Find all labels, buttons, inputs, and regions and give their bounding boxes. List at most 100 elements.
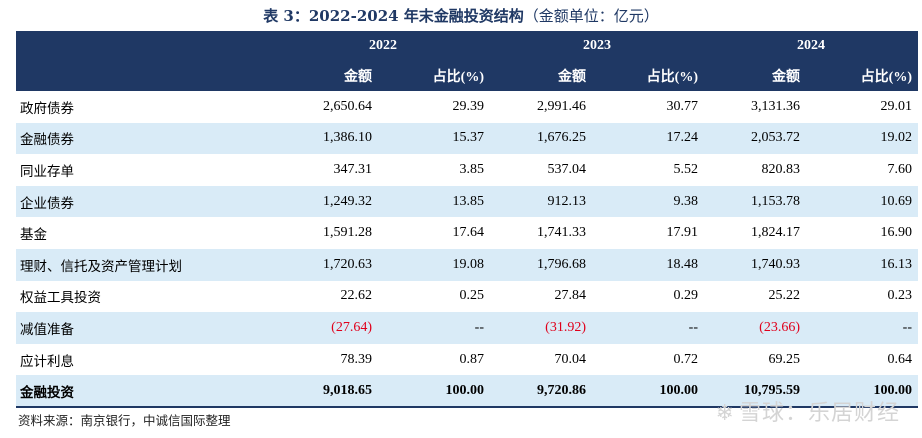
cell-ratio: 0.87 [459,351,485,367]
cell-ratio: -- [902,319,912,335]
cell-ratio: 0.64 [887,351,913,367]
cell-ratio: 0.29 [673,288,699,304]
cell-amount: 2,053.72 [751,130,800,146]
cell-amount: 1,249.32 [323,193,372,209]
header-blank [16,61,276,91]
table-title-main: 表 3：2022-2024 年末金融投资结构 [263,7,524,25]
cell-ratio: 0.72 [673,351,699,367]
header-year-row: 2022 2023 2024 [16,31,918,61]
cell-amount: 22.62 [340,288,373,304]
table-body: 政府债券 2,650.64 29.39 2,991.46 30.77 3,131… [16,91,918,407]
cell-amount: 347.31 [333,161,373,177]
row-label: 金融债券 [20,132,74,149]
cell-ratio: 100.00 [659,382,699,398]
cell-ratio: 100.00 [873,382,913,398]
cell-ratio: 13.85 [452,193,485,209]
cell-ratio: 17.91 [666,225,699,241]
cell-amount: 1,720.63 [323,256,372,272]
header-amount: 金额 [558,70,586,85]
table-title-unit: （金额单位：亿元） [523,7,659,25]
header-ratio: 占比(%) [646,70,698,85]
source-note: 资料来源：南京银行，中诚信国际整理 [18,413,231,428]
cell-ratio: 29.39 [452,98,485,114]
cell-amount-negative: (23.66) [759,319,800,335]
cell-amount: 70.04 [554,351,587,367]
cell-ratio: 3.85 [459,161,485,177]
header-ratio: 占比(%) [432,70,484,85]
cell-ratio: 17.24 [666,130,699,146]
cell-ratio: 30.77 [666,98,699,114]
cell-ratio: 7.60 [887,161,913,177]
cell-ratio: 0.23 [887,288,913,304]
header-amount: 金额 [772,70,800,85]
cell-ratio: 100.00 [445,382,485,398]
cell-ratio: 16.90 [880,225,913,241]
table-title: 表 3：2022-2024 年末金融投资结构（金额单位：亿元） [0,4,922,28]
row-label: 同业存单 [20,163,74,180]
cell-amount: 820.83 [761,161,801,177]
cell-ratio: -- [474,319,484,335]
header-year-2022: 2022 [369,38,397,53]
header-year-2024: 2024 [797,38,825,53]
row-label: 基金 [20,227,47,244]
header-amount: 金额 [344,70,372,85]
table-row: 应计利息 78.39 0.87 70.04 0.72 69.25 0.64 [16,344,918,376]
cell-amount-negative: (31.92) [545,319,586,335]
watermark-text: 雪球：乐居财经 [738,401,900,426]
header-blank [16,31,276,61]
cell-ratio: 19.08 [452,256,485,272]
row-label: 应计利息 [20,353,74,370]
cell-amount: 1,153.78 [751,193,800,209]
cell-amount-negative: (27.64) [331,319,372,335]
table-header: 2022 2023 2024 金额 占比(%) 金额 占比(%) 金额 占比(%… [16,31,918,91]
table-row: 权益工具投资 22.62 0.25 27.84 0.29 25.22 0.23 [16,281,918,313]
cell-ratio: 18.48 [666,256,699,272]
cell-amount: 9,720.86 [537,382,586,398]
cell-ratio: 5.52 [673,161,699,177]
cell-amount: 78.39 [340,351,373,367]
cell-amount: 1,741.33 [537,225,586,241]
header-column-row: 金额 占比(%) 金额 占比(%) 金额 占比(%) [16,61,918,91]
cell-amount: 1,386.10 [323,130,372,146]
row-label: 政府债券 [20,100,74,117]
cell-ratio: 10.69 [880,193,913,209]
cell-amount: 27.84 [554,288,587,304]
table-row: 基金 1,591.28 17.64 1,741.33 17.91 1,824.1… [16,217,918,249]
table-row: 金融债券 1,386.10 15.37 1,676.25 17.24 2,053… [16,122,918,155]
cell-ratio: 29.01 [880,98,913,114]
cell-amount: 1,740.93 [751,256,800,272]
cell-ratio: 16.13 [880,256,913,272]
watermark: ❄ 雪球：乐居财经 [716,395,900,427]
header-ratio: 占比(%) [860,70,912,85]
cell-amount: 1,591.28 [323,225,372,241]
row-label: 金融投资 [20,384,74,401]
row-label: 理财、信托及资产管理计划 [20,258,182,275]
table-row: 理财、信托及资产管理计划 1,720.63 19.08 1,796.68 18.… [16,248,918,281]
cell-amount: 69.25 [768,351,801,367]
cell-amount: 1,676.25 [537,130,586,146]
row-label: 企业债券 [20,195,74,212]
financial-investment-table: 2022 2023 2024 金额 占比(%) 金额 占比(%) 金额 占比(%… [16,31,918,408]
cell-amount: 1,796.68 [537,256,586,272]
table-row: 减值准备 (27.64) -- (31.92) -- (23.66) -- [16,312,918,344]
cell-ratio: 15.37 [452,130,485,146]
table-row: 政府债券 2,650.64 29.39 2,991.46 30.77 3,131… [16,91,918,123]
cell-amount: 2,650.64 [323,98,372,114]
header-year-2023: 2023 [583,38,611,53]
cell-amount: 3,131.36 [751,98,800,114]
cell-amount: 2,991.46 [537,98,586,114]
cell-ratio: 9.38 [673,193,699,209]
table-total-row: 金融投资 9,018.65 100.00 9,720.86 100.00 10,… [16,375,918,407]
cell-amount: 537.04 [547,161,587,177]
cell-ratio: 19.02 [880,130,913,146]
cell-amount: 25.22 [768,288,801,304]
snowball-logo-icon: ❄ [715,401,735,426]
cell-amount: 10,795.59 [744,382,800,398]
cell-ratio: 0.25 [459,288,485,304]
cell-amount: 9,018.65 [323,382,372,398]
cell-amount: 1,824.17 [751,225,800,241]
cell-ratio: 17.64 [452,225,485,241]
table-row: 企业债券 1,249.32 13.85 912.13 9.38 1,153.78… [16,185,918,218]
row-label: 权益工具投资 [20,290,101,307]
cell-amount: 912.13 [547,193,587,209]
